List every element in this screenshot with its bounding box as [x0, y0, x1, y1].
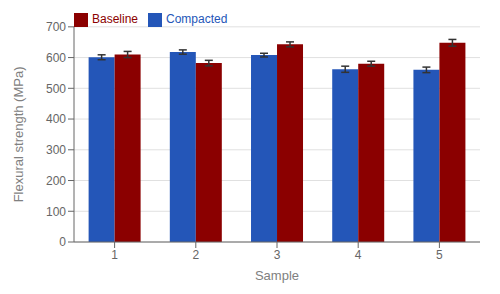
- html-text:Baseline: Baseline: [92, 12, 138, 26]
- svg-text:400: 400: [46, 112, 66, 126]
- svg-text:1: 1: [111, 248, 118, 262]
- svg-text:300: 300: [46, 143, 66, 157]
- svg-text:Flexural strength (MPa): Flexural strength (MPa): [11, 67, 26, 203]
- svg-text:700: 700: [46, 20, 66, 34]
- svg-text:4: 4: [355, 248, 362, 262]
- svg-text:0: 0: [59, 235, 66, 249]
- html-text:Compacted: Compacted: [166, 12, 228, 26]
- svg-text:3: 3: [274, 248, 281, 262]
- svg-text:2: 2: [192, 248, 199, 262]
- svg-text:600: 600: [46, 51, 66, 65]
- svg-text:200: 200: [46, 174, 66, 188]
- svg-text:100: 100: [46, 205, 66, 219]
- svg-text:5: 5: [436, 248, 443, 262]
- svg-text:500: 500: [46, 82, 66, 96]
- svg-text:Sample: Sample: [255, 268, 299, 283]
